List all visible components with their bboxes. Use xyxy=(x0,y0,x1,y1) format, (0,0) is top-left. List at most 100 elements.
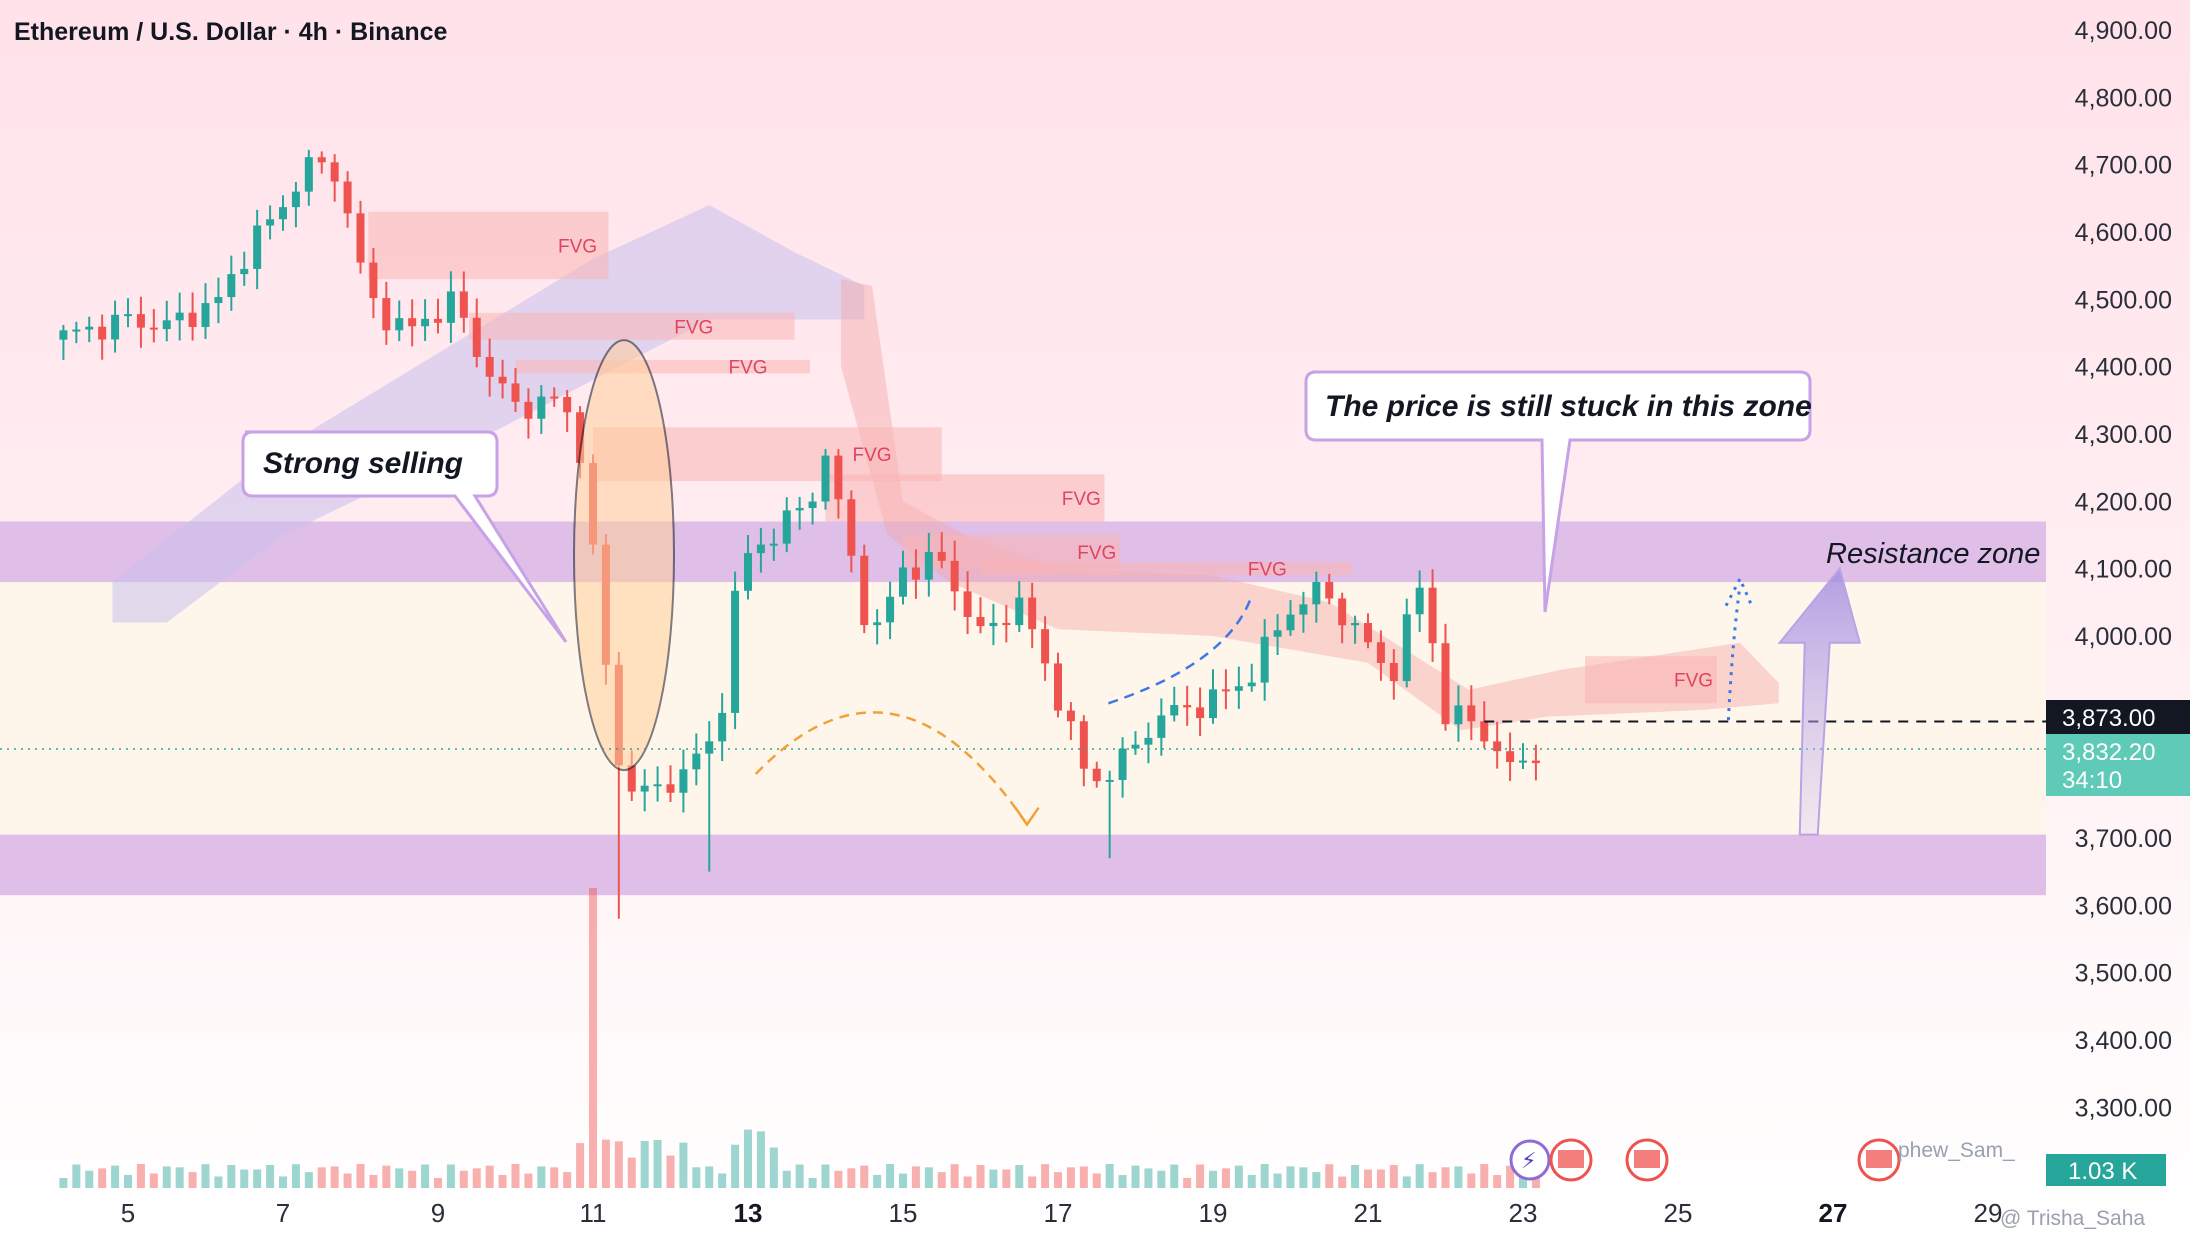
volume-bar xyxy=(963,1176,972,1188)
current-price-badge-bg xyxy=(2046,734,2190,796)
volume-bar xyxy=(1131,1165,1140,1188)
x-tick-label-3: 11 xyxy=(580,1198,607,1228)
fvg-zone-1 xyxy=(368,211,609,280)
candle-body xyxy=(834,455,843,500)
volume-bar xyxy=(847,1168,856,1188)
volume-bar xyxy=(227,1164,236,1188)
volume-bar xyxy=(149,1173,158,1188)
volume-bar xyxy=(821,1164,830,1188)
volume-bar xyxy=(408,1170,417,1188)
us-flag-2-stripes xyxy=(1634,1150,1660,1168)
fvg-zone-7 xyxy=(980,561,1353,576)
event-icons[interactable]: ⚡ xyxy=(1509,1138,1901,1182)
candle-body xyxy=(85,326,94,330)
target-price-text: 3,873.00 xyxy=(2062,705,2155,732)
candle-body xyxy=(98,326,107,340)
candle-body xyxy=(214,297,223,304)
x-tick-label-4: 13 xyxy=(734,1198,763,1228)
candle-body xyxy=(1273,630,1282,637)
volume-badge-bg xyxy=(2046,1154,2166,1186)
candle-body xyxy=(1170,705,1179,716)
volume-bar xyxy=(214,1176,223,1188)
candle-body xyxy=(911,567,920,580)
x-tick-label-12: 29 xyxy=(1974,1198,2003,1228)
x-tick-label-2: 9 xyxy=(431,1198,445,1228)
volume-bar xyxy=(1221,1168,1230,1188)
volume-bar xyxy=(950,1164,959,1188)
volume-bar xyxy=(1105,1164,1114,1188)
us-flag-3-stripes xyxy=(1866,1150,1892,1168)
y-tick-label-10: 3,700.00 xyxy=(2075,825,2172,853)
candle-body xyxy=(1028,597,1037,630)
candle-body xyxy=(111,314,120,340)
candle-body xyxy=(1467,705,1476,722)
volume-bar xyxy=(692,1167,701,1188)
candle-body xyxy=(356,213,365,263)
current-price-text: 3,832.20 xyxy=(2062,739,2155,766)
candle-body xyxy=(743,553,753,591)
candle-body xyxy=(253,225,262,269)
strong-selling-text: Strong selling xyxy=(263,447,463,480)
volume-bar xyxy=(1066,1167,1075,1188)
volume-bar xyxy=(640,1140,649,1188)
volume-bar xyxy=(627,1157,636,1188)
candle-body xyxy=(136,314,145,328)
candle-body xyxy=(937,551,946,561)
candle-body xyxy=(278,207,288,220)
lightning-icon[interactable] xyxy=(1509,1139,1551,1181)
candle-body xyxy=(1131,744,1140,749)
ichimoku-cloud-lower xyxy=(841,279,1779,731)
volume-bar xyxy=(718,1173,727,1188)
big-up-arrow xyxy=(1777,566,1862,836)
candle-body xyxy=(679,769,688,793)
candle-body xyxy=(1389,662,1398,682)
volume-bar xyxy=(1389,1165,1398,1188)
volume-bar xyxy=(795,1164,804,1188)
candle-body xyxy=(421,318,430,327)
fvg-zone-5 xyxy=(825,474,1105,522)
candle-body xyxy=(343,181,352,214)
volume-bar xyxy=(382,1165,391,1188)
y-tick-label-3: 4,600.00 xyxy=(2075,219,2172,247)
candle-body xyxy=(1325,582,1334,599)
y-tick-label-1: 4,800.00 xyxy=(2075,84,2172,112)
volume-bar xyxy=(1467,1173,1476,1188)
volume-badge: 1.03 K xyxy=(2046,1154,2166,1186)
y-tick-label-9: 4,000.00 xyxy=(2075,623,2172,651)
candle-body xyxy=(472,317,481,357)
x-tick-label-1: 7 xyxy=(276,1198,290,1228)
volume-bar xyxy=(782,1170,791,1188)
volume-bar xyxy=(433,1177,443,1188)
volume-bar xyxy=(924,1167,933,1188)
volume-bar xyxy=(1157,1170,1166,1188)
y-tick-label-14: 3,300.00 xyxy=(2075,1094,2172,1122)
volume-bar xyxy=(317,1167,326,1188)
volume-bar xyxy=(123,1174,133,1188)
volume-bar xyxy=(72,1164,81,1188)
volume-bar xyxy=(1506,1165,1515,1188)
volume-bar xyxy=(266,1164,275,1188)
volume-bar xyxy=(1053,1172,1063,1188)
candle-body xyxy=(1041,629,1050,664)
candle-body xyxy=(653,784,662,787)
candle-body xyxy=(989,622,998,627)
y-tick-label-13: 3,400.00 xyxy=(2075,1027,2172,1055)
fvg-label-8: FVG xyxy=(1674,671,1713,692)
ichimoku-cloud-upper xyxy=(112,205,865,623)
volume-bar xyxy=(1234,1165,1243,1188)
candle-body xyxy=(666,784,675,793)
candle-body xyxy=(240,268,249,275)
candle-body xyxy=(1402,614,1411,682)
volume-bar xyxy=(1312,1172,1321,1188)
volume-bar xyxy=(1325,1164,1334,1188)
candle-body xyxy=(924,551,933,580)
volume-bar xyxy=(356,1164,365,1188)
candle-body xyxy=(963,591,972,617)
volume-bar xyxy=(421,1164,430,1188)
fvg-label-2: FVG xyxy=(674,317,713,338)
countdown-text: 34:10 xyxy=(2062,767,2122,794)
volume-bar xyxy=(898,1173,908,1188)
volume-badge-text: 1.03 K xyxy=(2068,1158,2137,1185)
